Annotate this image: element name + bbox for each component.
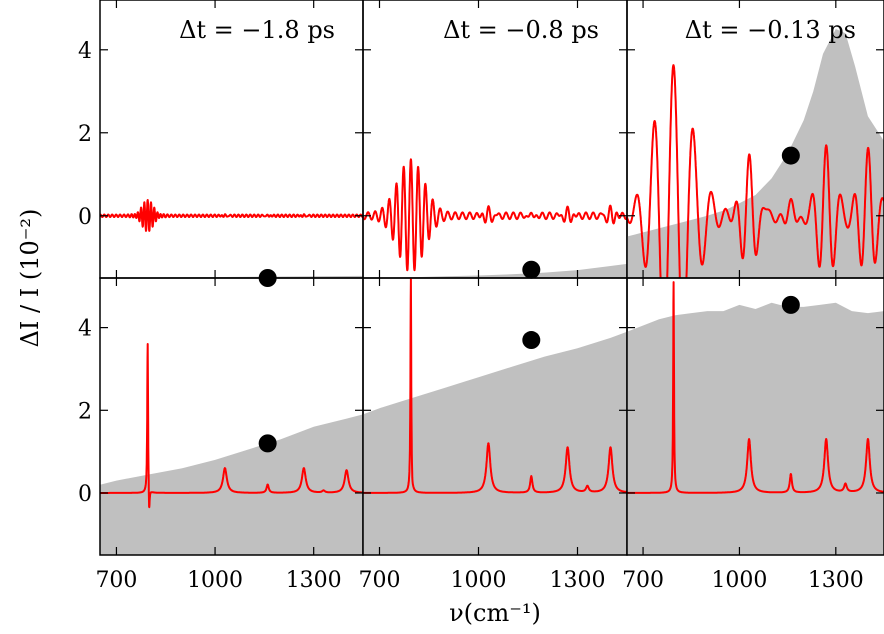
marker-dot: [782, 296, 800, 314]
y-tick-label: 2: [78, 399, 92, 424]
y-tick-label: 4: [78, 317, 92, 342]
y-tick-label: 0: [78, 205, 92, 230]
x-tick-label: 1300: [550, 568, 606, 593]
panel-title: Δt = −0.8 ps: [443, 16, 599, 44]
panel-r0-c1: Δt = −0.8 ps: [363, 0, 627, 279]
shaded-area: [627, 303, 884, 555]
x-tick-label: 1300: [808, 568, 864, 593]
x-tick-labels: 700 1000 1300 700 1000 1300 700 1000 1300: [95, 568, 863, 593]
x-tick-label: 700: [95, 568, 137, 593]
y-tick-label: 0: [78, 482, 92, 507]
marker-dot: [522, 261, 540, 279]
panel-r1-c1: [363, 278, 627, 555]
shaded-area: [100, 414, 363, 555]
y-tick-label: 2: [78, 122, 92, 147]
panel-r0-c0: Δt = −1.8 ps: [100, 0, 363, 287]
shaded-area: [363, 264, 627, 278]
y-tick-labels: 0 2 4 0 2 4: [78, 39, 92, 507]
x-tick-label: 1000: [187, 568, 243, 593]
panel-title: Δt = −1.8 ps: [179, 16, 335, 44]
y-axis-label: ΔI / I (10⁻²): [16, 209, 44, 348]
x-axis-label: ν(cm⁻¹): [449, 599, 541, 627]
marker-dot: [522, 331, 540, 349]
x-tick-label: 700: [359, 568, 401, 593]
x-tick-label: 1000: [711, 568, 767, 593]
panel-r1-c2: [627, 278, 884, 555]
x-tick-label: 1300: [286, 568, 342, 593]
panel-r0-c2: Δt = −0.13 ps: [627, 0, 884, 352]
spectrum-line: [363, 159, 627, 270]
panel-r1-c0: [100, 278, 363, 555]
x-tick-label: 700: [622, 568, 664, 593]
shaded-area: [363, 332, 627, 555]
shaded-area: [627, 29, 884, 278]
marker-dot: [259, 434, 277, 452]
y-tick-label: 4: [78, 39, 92, 64]
spectrum-line: [100, 200, 363, 231]
marker-dot: [782, 147, 800, 165]
panel-title: Δt = −0.13 ps: [685, 16, 856, 44]
x-tick-label: 1000: [451, 568, 507, 593]
panels-layer: Δt = −1.8 ps Δt = −0.8 ps Δt = −0.13 ps: [100, 0, 884, 555]
